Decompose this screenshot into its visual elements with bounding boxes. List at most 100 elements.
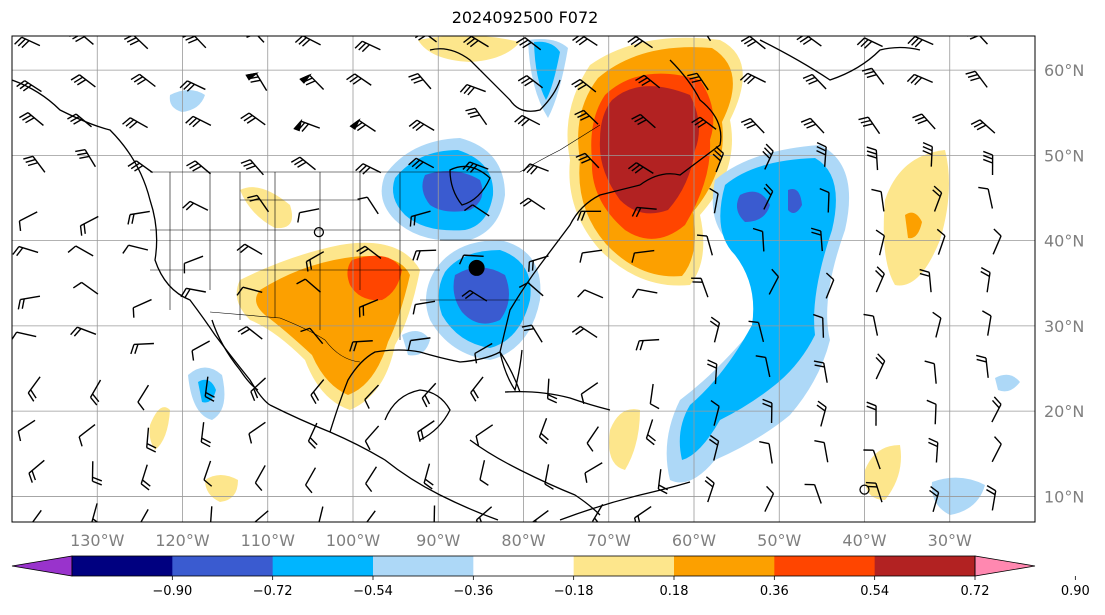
wind-barb (474, 342, 493, 364)
wind-barb (91, 503, 99, 522)
wind-barb (355, 163, 382, 175)
wind-barb (409, 210, 431, 227)
wind-barb (580, 382, 599, 404)
wind-barb (358, 299, 379, 318)
wind-barb (27, 376, 41, 402)
wind-barb (906, 73, 933, 86)
wind-barb (710, 400, 720, 426)
colorbar-tick-label: 0.72 (961, 584, 990, 599)
wind-barb (246, 36, 265, 43)
colorbar-segment (674, 556, 775, 576)
wind-barb (926, 399, 937, 425)
longitude-label: 100°W (326, 531, 381, 550)
wind-barb (645, 419, 656, 446)
coastline-central-america (469, 439, 601, 516)
wind-barb (354, 40, 381, 53)
state-lines (150, 172, 560, 340)
wind-barb (70, 74, 96, 88)
wind-barb (762, 143, 774, 170)
wind-barb (459, 83, 486, 96)
wind-barb (132, 298, 152, 318)
wind-barb (577, 289, 604, 299)
wind-barb (462, 161, 489, 173)
map-frame (11, 35, 1036, 523)
warm-patch-mid-atlantic-l2 (905, 212, 922, 239)
wind-barb (928, 437, 939, 463)
wind-barb (89, 379, 102, 406)
longitude-label: 60°W (672, 531, 716, 550)
colorbar-tick-label: 0.36 (760, 584, 789, 599)
warm-anomaly-northeast-l4 (599, 86, 699, 214)
wind-barb (825, 272, 835, 299)
latitude-label: 20°N (1044, 402, 1084, 421)
wind-barb (182, 36, 207, 49)
colorbar-segment (774, 556, 876, 576)
longitude-label: 70°W (587, 531, 631, 550)
wind-barb (936, 228, 946, 255)
wind-barb (929, 486, 940, 512)
wind-barb (986, 485, 997, 511)
wind-barb (247, 194, 270, 213)
longitude-label: 80°W (501, 531, 545, 550)
coastline-south-america (559, 481, 691, 521)
wind-barb (248, 421, 266, 444)
wind-barb (137, 384, 150, 411)
wind-barb (407, 337, 431, 351)
wind-barb (871, 188, 885, 212)
wind-barb (122, 117, 148, 129)
wind-barb (518, 282, 544, 297)
wind-barb (293, 118, 321, 132)
wind-barb (861, 67, 885, 85)
wind-barb (863, 449, 881, 470)
wind-barb (748, 320, 765, 343)
wind-barb (408, 72, 432, 90)
wind-barb (631, 113, 656, 129)
wind-barb (180, 287, 206, 298)
wind-barb (408, 157, 435, 170)
wind-barb (866, 146, 879, 171)
wind-barb (356, 245, 382, 260)
wind-barb (412, 300, 436, 315)
wind-barb (28, 459, 45, 483)
wind-barb (23, 155, 46, 173)
wind-barb (146, 427, 157, 453)
wind-barb (863, 313, 879, 336)
longitude-labels: 130°W 120°W 110°W 100°W 90°W 80°W 70°W 60°W 50°W… (70, 531, 972, 550)
wind-barb (813, 313, 825, 338)
wind-barb (464, 204, 490, 217)
latitude-label: 60°N (1044, 61, 1084, 80)
wind-barb (813, 360, 828, 383)
wind-barb (631, 249, 655, 263)
wind-barb (69, 36, 94, 45)
wind-barb (965, 70, 988, 88)
wind-barb (709, 316, 721, 343)
wind-barb (412, 249, 437, 261)
wind-barb (203, 460, 213, 487)
wind-barb (16, 80, 42, 93)
wind-barb (79, 215, 99, 236)
markers (313, 226, 870, 495)
colorbar-tick-label: −0.18 (554, 584, 594, 599)
wind-barb (470, 376, 484, 402)
colorbar-tick-label: 0.54 (860, 584, 889, 599)
colorbar-segment (874, 556, 976, 576)
wind-barb (978, 186, 994, 209)
wind-barb (687, 72, 709, 91)
cool-patch-alaska (169, 90, 205, 112)
wind-barb (865, 481, 883, 503)
latitude-label: 30°N (1044, 317, 1084, 336)
wind-barb (856, 37, 883, 49)
wind-barb (17, 419, 36, 442)
colorbar-tick-label: −0.36 (453, 584, 493, 599)
storm-center-marker (468, 259, 485, 276)
colorbar-tick-label: 0.90 (1061, 584, 1090, 599)
wind-barb (479, 460, 489, 486)
wind-barb (72, 281, 99, 295)
wind-barb (579, 249, 603, 263)
wind-barb (408, 119, 435, 132)
wind-barb (759, 440, 773, 464)
wind-barb (522, 163, 549, 175)
longitude-label: 30°W (928, 531, 972, 550)
wind-barb (349, 340, 373, 352)
coastline-canada-east (639, 59, 722, 186)
